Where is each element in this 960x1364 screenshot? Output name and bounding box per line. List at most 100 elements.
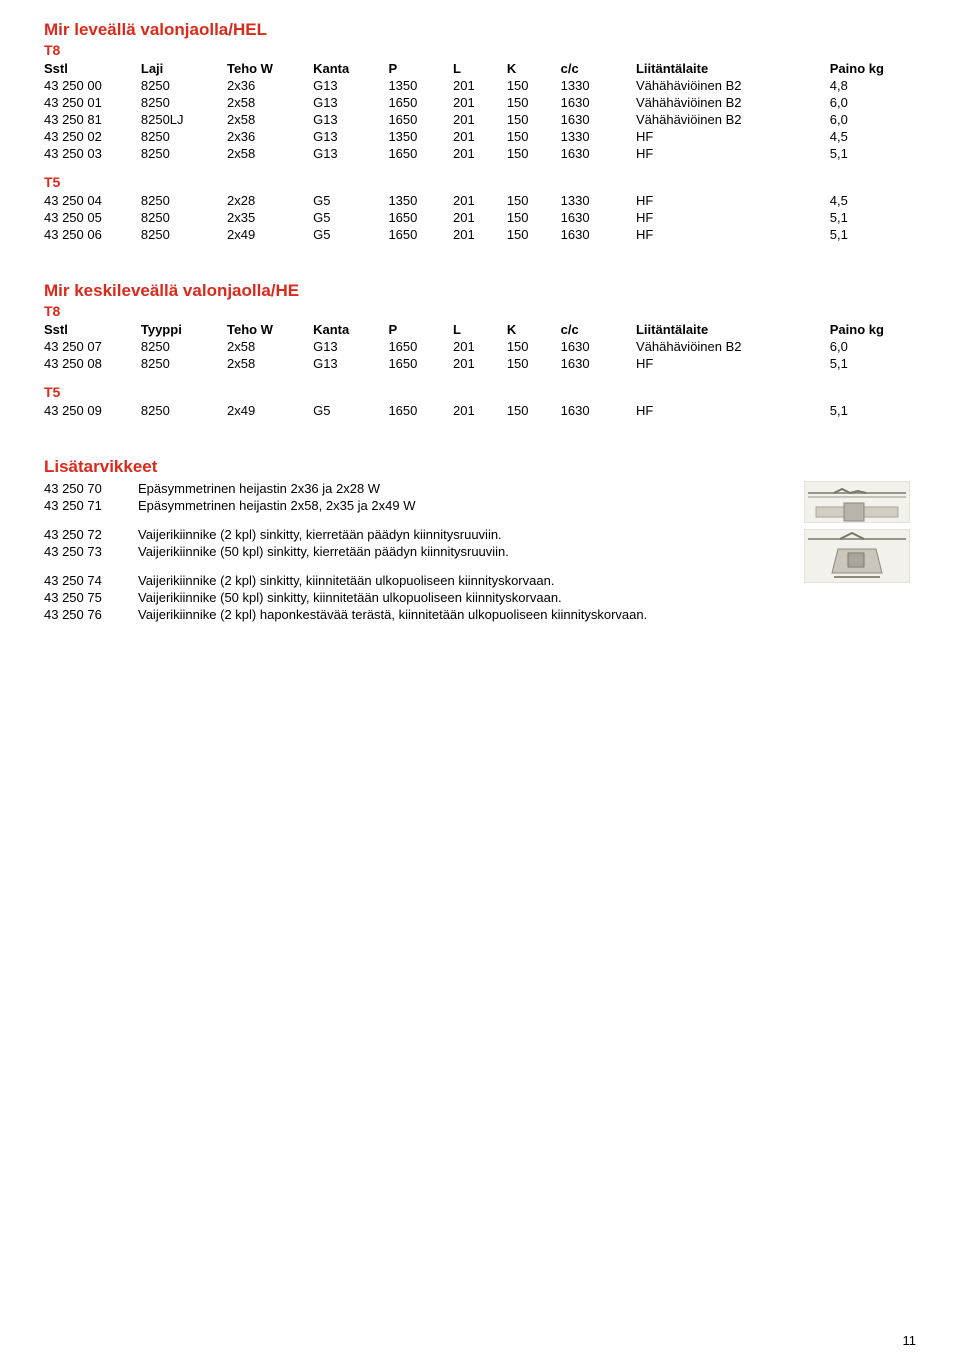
table-cell: 4,8 — [830, 77, 916, 94]
accessories-title: Lisätarvikkeet — [44, 457, 916, 477]
accessory-code: 43 250 70 — [44, 481, 120, 496]
table-cell: G13 — [313, 145, 388, 162]
table-cell: 8250 — [141, 145, 227, 162]
accessory-code: 43 250 73 — [44, 544, 120, 559]
table-cell: HF — [636, 209, 830, 226]
table-cell: HF — [636, 128, 830, 145]
table-cell: 150 — [507, 128, 561, 145]
accessory-code: 43 250 75 — [44, 590, 120, 605]
table-cell: 1650 — [388, 111, 453, 128]
table-cell: 150 — [507, 338, 561, 355]
table-cell: 2x58 — [227, 111, 313, 128]
table-cell: 201 — [453, 145, 507, 162]
table-cell: 8250 — [141, 226, 227, 243]
table-cell: 1650 — [388, 402, 453, 419]
table-cell: 1630 — [561, 402, 636, 419]
accessory-description: Vaijerikiinnike (2 kpl) sinkitty, kiinni… — [138, 573, 786, 588]
table-cell: 150 — [507, 77, 561, 94]
section2-sub-t5: T5 — [44, 384, 916, 400]
accessory-description: Vaijerikiinnike (2 kpl) sinkitty, kierre… — [138, 527, 786, 542]
accessories-grid: 43 250 70Epäsymmetrinen heijastin 2x36 j… — [44, 481, 916, 628]
table-cell: 43 250 05 — [44, 209, 141, 226]
accessory-code: 43 250 71 — [44, 498, 120, 513]
table-cell: 1630 — [561, 209, 636, 226]
table-cell: 4,5 — [830, 128, 916, 145]
table-cell: 2x58 — [227, 145, 313, 162]
table-row: 43 250 0382502x58G1316502011501630HF5,1 — [44, 145, 916, 162]
table-cell: 43 250 07 — [44, 338, 141, 355]
table-cell: 43 250 02 — [44, 128, 141, 145]
table-cell: 201 — [453, 209, 507, 226]
accessory-code: 43 250 76 — [44, 607, 120, 622]
section1-sub-t8: T8 — [44, 42, 916, 58]
table-cell: 1630 — [561, 111, 636, 128]
table-cell: 8250 — [141, 94, 227, 111]
table-cell: 1650 — [388, 145, 453, 162]
table-cell: 43 250 01 — [44, 94, 141, 111]
table-cell: 2x49 — [227, 226, 313, 243]
table-cell: 8250 — [141, 209, 227, 226]
accessory-description: Vaijerikiinnike (50 kpl) sinkitty, kierr… — [138, 544, 786, 559]
table-cell: G5 — [313, 226, 388, 243]
table-cell: 43 250 08 — [44, 355, 141, 372]
th: c/c — [561, 60, 636, 77]
table-cell: 5,1 — [830, 402, 916, 419]
table-cell: 1650 — [388, 338, 453, 355]
table-cell: 8250 — [141, 192, 227, 209]
table-cell: 1650 — [388, 355, 453, 372]
table-cell: 8250 — [141, 402, 227, 419]
section1-title: Mir leveällä valonjaolla/HEL — [44, 20, 916, 40]
th: Sstl — [44, 60, 141, 77]
table-row: 43 250 0282502x36G1313502011501330HF4,5 — [44, 128, 916, 145]
th: Teho W — [227, 321, 313, 338]
table-cell: 1630 — [561, 338, 636, 355]
accessory-code: 43 250 72 — [44, 527, 120, 542]
section1-table-t5: 43 250 0482502x28G513502011501330HF4,543… — [44, 192, 916, 243]
table-cell: 6,0 — [830, 338, 916, 355]
table-cell: 2x49 — [227, 402, 313, 419]
th: Kanta — [313, 60, 388, 77]
table-cell: 150 — [507, 192, 561, 209]
table-cell: G13 — [313, 111, 388, 128]
th: L — [453, 60, 507, 77]
table-cell: 150 — [507, 402, 561, 419]
spacer — [44, 515, 786, 525]
accessory-images — [804, 481, 916, 583]
table-cell: 8250 — [141, 77, 227, 94]
accessory-code: 43 250 74 — [44, 573, 120, 588]
th: Paino kg — [830, 60, 916, 77]
table-cell: HF — [636, 226, 830, 243]
table-cell: HF — [636, 145, 830, 162]
table-cell: 1630 — [561, 226, 636, 243]
table-cell: Vähähäviöinen B2 — [636, 77, 830, 94]
table-header-row: Sstl Tyyppi Teho W Kanta P L K c/c Liitä… — [44, 321, 916, 338]
table-cell: 43 250 03 — [44, 145, 141, 162]
table-cell: HF — [636, 355, 830, 372]
table-cell: 201 — [453, 402, 507, 419]
table-cell: 1630 — [561, 94, 636, 111]
table-cell: 2x58 — [227, 94, 313, 111]
th: Laji — [141, 60, 227, 77]
table-cell: G13 — [313, 77, 388, 94]
th: Tyyppi — [141, 321, 227, 338]
table-cell: G5 — [313, 402, 388, 419]
table-cell: 1330 — [561, 192, 636, 209]
table-cell: 150 — [507, 94, 561, 111]
table-cell: G13 — [313, 94, 388, 111]
wire-clamp-image-2 — [804, 529, 910, 583]
th: P — [388, 321, 453, 338]
th: Paino kg — [830, 321, 916, 338]
table-row: 43 250 0782502x58G1316502011501630Vähähä… — [44, 338, 916, 355]
th: Kanta — [313, 321, 388, 338]
table-cell: 6,0 — [830, 111, 916, 128]
table-cell: 5,1 — [830, 355, 916, 372]
th: Liitäntälaite — [636, 321, 830, 338]
table-cell: G13 — [313, 128, 388, 145]
th: Liitäntälaite — [636, 60, 830, 77]
table-cell: 2x58 — [227, 338, 313, 355]
accessory-description: Vaijerikiinnike (50 kpl) sinkitty, kiinn… — [138, 590, 786, 605]
table-cell: 150 — [507, 226, 561, 243]
section-mir-keskilevealla: Mir keskileveällä valonjaolla/HE T8 Sstl… — [44, 281, 916, 419]
table-cell: 1350 — [388, 128, 453, 145]
th: P — [388, 60, 453, 77]
